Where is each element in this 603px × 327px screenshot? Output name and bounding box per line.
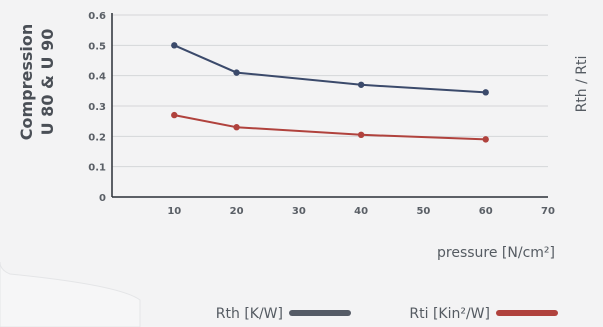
y-tick-labels: 0 0.1 0.2 0.3 0.4 0.5 0.6 <box>88 11 106 204</box>
y-tick-label: 0.3 <box>88 102 106 113</box>
y-axis-title: Compression U 80 & U 90 <box>17 24 57 141</box>
data-point <box>233 69 240 76</box>
y-tick-label: 0.4 <box>88 72 106 83</box>
x-tick-label: 10 <box>167 206 181 217</box>
x-axis-title: pressure [N/cm²] <box>437 245 555 261</box>
y-tick-label: 0.2 <box>88 132 106 143</box>
series-group <box>171 42 489 143</box>
background-decoration <box>0 261 141 327</box>
x-tick-label: 20 <box>230 206 244 217</box>
series-line-0 <box>173 44 486 94</box>
x-tick-label: 30 <box>292 206 306 217</box>
data-point <box>233 124 240 131</box>
y-axis-title-line1: Compression <box>17 24 36 141</box>
y-tick-label: 0 <box>99 193 106 204</box>
series-line-1 <box>174 114 486 141</box>
legend-label-rth: Rth [K/W] <box>216 306 283 322</box>
data-point <box>357 81 365 88</box>
y-axis-title-line2: U 80 & U 90 <box>38 29 57 136</box>
data-point <box>482 136 489 143</box>
legend: Rth [K/W] Rti [Kin²/W] <box>216 306 558 322</box>
data-point <box>357 131 365 139</box>
y-tick-label: 0.5 <box>88 41 106 52</box>
x-tick-label: 70 <box>541 206 555 217</box>
x-tick-labels: 10 20 30 40 50 60 70 <box>167 206 555 217</box>
data-point <box>171 111 178 119</box>
right-axis-title: Rth / Rti <box>574 56 590 113</box>
legend-label-rti: Rti [Kin²/W] <box>409 306 490 322</box>
x-tick-label: 50 <box>416 206 430 217</box>
gridlines <box>112 14 548 168</box>
x-tick-label: 40 <box>354 206 368 217</box>
x-tick-label: 60 <box>479 206 493 217</box>
data-point <box>482 89 489 96</box>
y-tick-label: 0.1 <box>88 163 106 174</box>
y-tick-label: 0.6 <box>88 11 106 22</box>
data-point <box>171 42 178 49</box>
